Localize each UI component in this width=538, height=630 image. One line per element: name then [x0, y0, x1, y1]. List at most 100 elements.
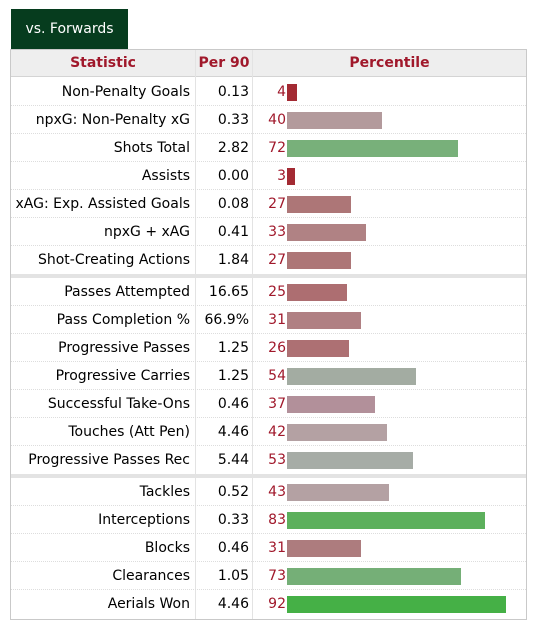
stat-name[interactable]: Clearances: [112, 568, 190, 584]
stat-name[interactable]: Progressive Carries: [55, 368, 190, 384]
per90-value: 2.82: [217, 140, 249, 156]
percentile-value: 37: [268, 396, 286, 412]
per90-value: 66.9%: [204, 312, 249, 328]
stat-name[interactable]: Interceptions: [98, 512, 190, 528]
percentile-value: 53: [268, 452, 286, 468]
table-row: Clearances 1.05 73: [11, 562, 526, 590]
scouting-report-table: Statistic Per 90 Percentile Non-Penalty …: [10, 49, 527, 620]
per90-value: 1.25: [217, 340, 249, 356]
stat-name[interactable]: npxG + xAG: [104, 224, 190, 240]
percentile-value: 83: [268, 512, 286, 528]
per90-value: 0.52: [217, 484, 249, 500]
per90-value: 0.41: [217, 224, 249, 240]
per90-value: 1.84: [217, 252, 249, 268]
header-percentile[interactable]: Percentile: [349, 55, 430, 71]
per90-value: 0.13: [217, 84, 249, 100]
per90-value: 0.00: [217, 168, 249, 184]
per90-value: 0.33: [217, 112, 249, 128]
stat-name[interactable]: Non-Penalty Goals: [61, 84, 190, 100]
percentile-bar: [287, 112, 382, 129]
table-row: Blocks 0.46 31: [11, 534, 526, 562]
percentile-value: 27: [268, 196, 286, 212]
stat-name[interactable]: Assists: [141, 168, 190, 184]
percentile-bar: [287, 396, 375, 413]
group-separator: [11, 274, 526, 278]
table-row: Passes Attempted 16.65 25: [11, 278, 526, 306]
column-divider: [252, 50, 253, 619]
table-row: Tackles 0.52 43: [11, 478, 526, 506]
percentile-value: 92: [268, 596, 286, 612]
percentile-value: 31: [268, 312, 286, 328]
percentile-bar: [287, 284, 347, 301]
table-row: Progressive Carries 1.25 54: [11, 362, 526, 390]
table-row: Shot-Creating Actions 1.84 27: [11, 246, 526, 274]
per90-value: 0.08: [217, 196, 249, 212]
table-row: npxG: Non-Penalty xG 0.33 40: [11, 106, 526, 134]
percentile-bar: [287, 424, 387, 441]
per90-value: 5.44: [217, 452, 249, 468]
stat-name[interactable]: Tackles: [139, 484, 190, 500]
stat-name[interactable]: Aerials Won: [107, 596, 190, 612]
percentile-bar: [287, 196, 351, 213]
percentile-value: 73: [268, 568, 286, 584]
stat-name[interactable]: Progressive Passes: [58, 340, 190, 356]
per90-value: 0.46: [217, 540, 249, 556]
stat-name[interactable]: npxG: Non-Penalty xG: [35, 112, 190, 128]
percentile-value: 40: [268, 112, 286, 128]
percentile-value: 25: [268, 284, 286, 300]
per90-value: 0.46: [217, 396, 249, 412]
table-row: Touches (Att Pen) 4.46 42: [11, 418, 526, 446]
percentile-bar: [287, 484, 389, 501]
percentile-value: 27: [268, 252, 286, 268]
stat-name[interactable]: xAG: Exp. Assisted Goals: [15, 196, 190, 212]
per90-value: 0.33: [217, 512, 249, 528]
table-row: xAG: Exp. Assisted Goals 0.08 27: [11, 190, 526, 218]
percentile-value: 31: [268, 540, 286, 556]
stat-name[interactable]: Pass Completion %: [56, 312, 190, 328]
stat-name[interactable]: Progressive Passes Rec: [28, 452, 190, 468]
percentile-bar: [287, 340, 349, 357]
table-row: Assists 0.00 3: [11, 162, 526, 190]
percentile-bar: [287, 452, 413, 469]
stat-name[interactable]: Successful Take-Ons: [47, 396, 190, 412]
per90-value: 16.65: [208, 284, 249, 300]
percentile-value: 3: [277, 168, 286, 184]
percentile-bar: [287, 540, 361, 557]
table-row: Aerials Won 4.46 92: [11, 590, 526, 618]
table-row: Progressive Passes Rec 5.44 53: [11, 446, 526, 474]
table-row: Shots Total 2.82 72: [11, 134, 526, 162]
percentile-value: 42: [268, 424, 286, 440]
table-row: Interceptions 0.33 83: [11, 506, 526, 534]
percentile-value: 4: [277, 84, 286, 100]
percentile-value: 43: [268, 484, 286, 500]
group-separator: [11, 474, 526, 478]
percentile-bar: [287, 368, 416, 385]
percentile-bar: [287, 568, 461, 585]
percentile-bar: [287, 168, 295, 185]
percentile-bar: [287, 252, 351, 269]
percentile-bar: [287, 84, 297, 101]
percentile-bar: [287, 596, 506, 613]
tab-vs-forwards[interactable]: vs. Forwards: [11, 9, 128, 49]
header-statistic[interactable]: Statistic: [70, 55, 136, 71]
percentile-value: 26: [268, 340, 286, 356]
stat-name[interactable]: Passes Attempted: [64, 284, 190, 300]
stat-name[interactable]: Blocks: [144, 540, 190, 556]
per90-value: 4.46: [217, 596, 249, 612]
per90-value: 1.25: [217, 368, 249, 384]
percentile-value: 72: [268, 140, 286, 156]
table-row: Non-Penalty Goals 0.13 4: [11, 78, 526, 106]
per90-value: 4.46: [217, 424, 249, 440]
stat-name[interactable]: Shot-Creating Actions: [37, 252, 190, 268]
table-row: Progressive Passes 1.25 26: [11, 334, 526, 362]
percentile-bar: [287, 512, 485, 529]
percentile-value: 33: [268, 224, 286, 240]
percentile-bar: [287, 224, 366, 241]
table-row: npxG + xAG 0.41 33: [11, 218, 526, 246]
header-per90[interactable]: Per 90: [198, 55, 250, 71]
table-row: Pass Completion % 66.9% 31: [11, 306, 526, 334]
percentile-value: 54: [268, 368, 286, 384]
stat-name[interactable]: Shots Total: [113, 140, 190, 156]
table-row: Successful Take-Ons 0.46 37: [11, 390, 526, 418]
stat-name[interactable]: Touches (Att Pen): [68, 424, 190, 440]
